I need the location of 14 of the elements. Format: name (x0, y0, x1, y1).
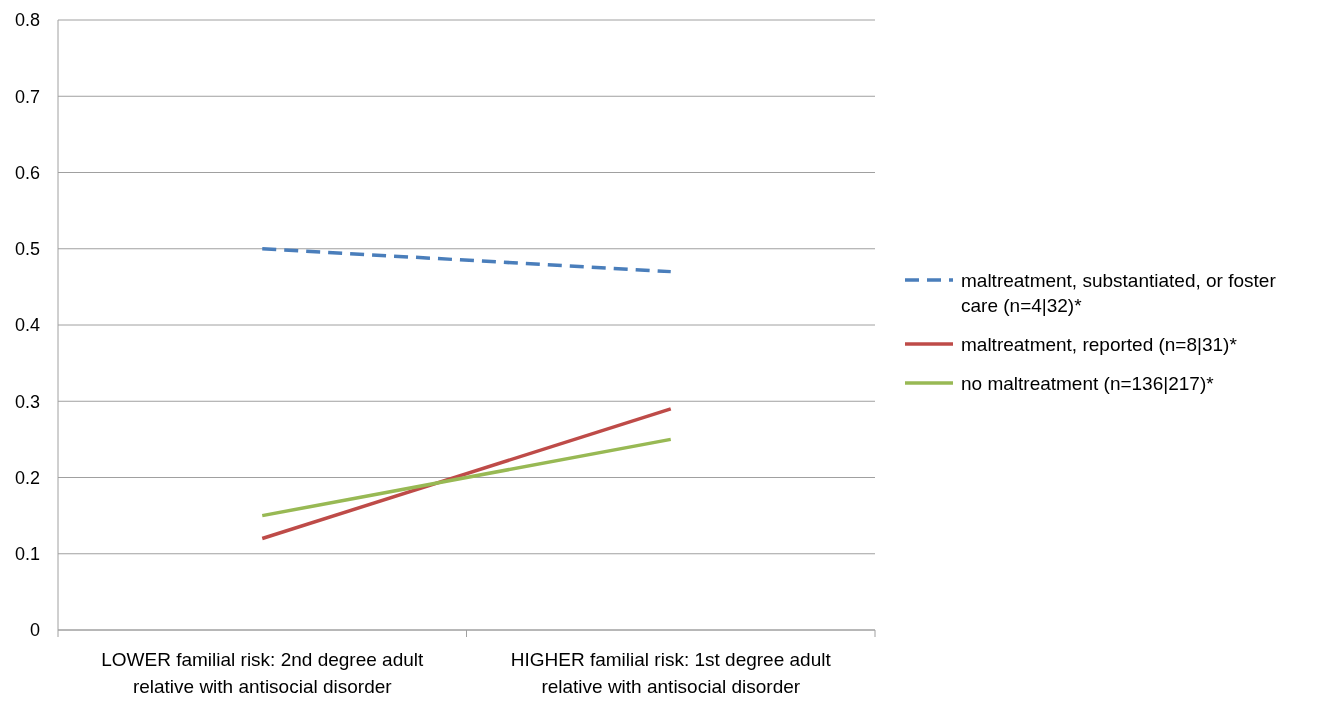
y-tick-label: 0.2 (14, 467, 40, 488)
y-tick-label: 0.6 (14, 162, 40, 183)
y-tick-label: 0.4 (14, 315, 40, 336)
legend-label: maltreatment, substantiated, or foster care (n=4|32)* (961, 270, 1277, 316)
y-tick-label: 0.3 (14, 391, 40, 412)
y-tick-label: 0.5 (14, 239, 40, 260)
y-tick-label: 0 (29, 620, 40, 641)
x-tick-label: LOWER familial risk: 2nd degree adult relative with antisocial disorder (101, 649, 425, 697)
y-tick-label: 0.1 (14, 544, 40, 565)
legend-label: no maltreatment (n=136|217)* (961, 373, 1215, 394)
legend-label: maltreatment, reported (n=8|31)* (961, 334, 1238, 355)
y-tick-label: 0.8 (14, 10, 40, 31)
y-tick-label: 0.7 (14, 86, 40, 107)
x-tick-label: HIGHER familial risk: 1st degree adult relative with antisocial disorder (510, 649, 832, 697)
